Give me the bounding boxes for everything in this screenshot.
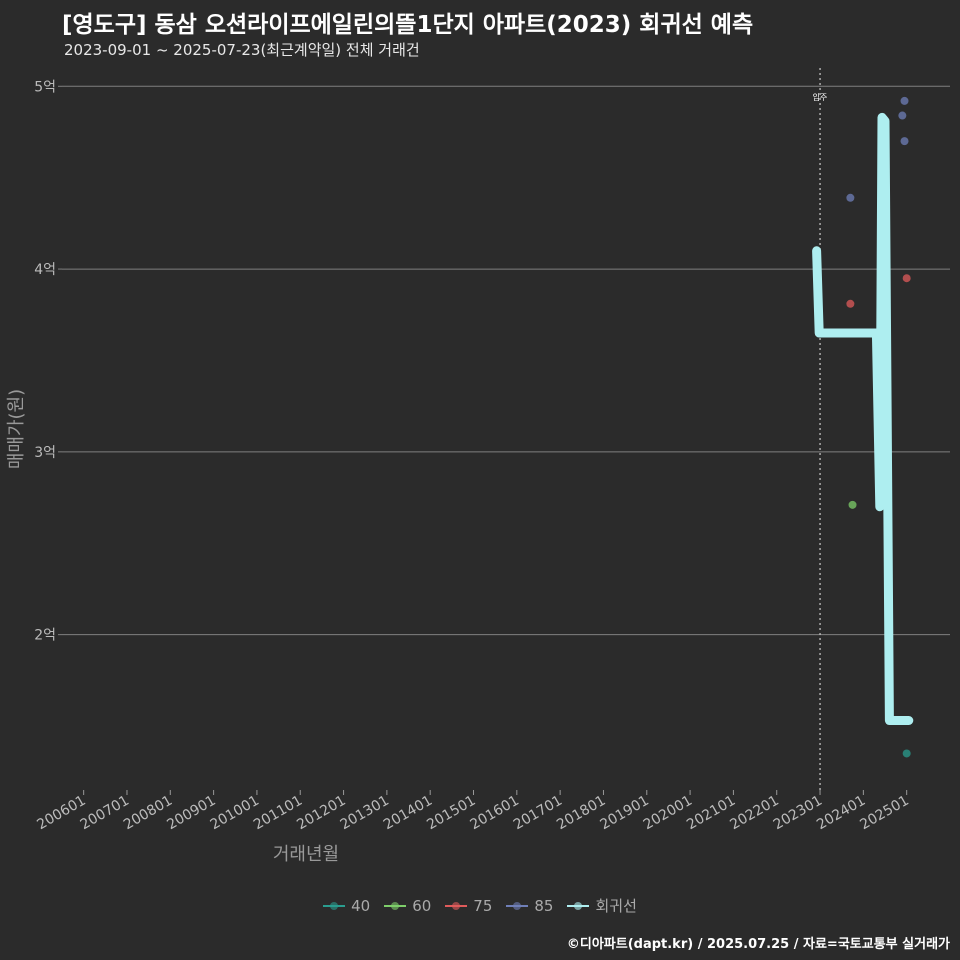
chart-title: [영도구] 동삼 오션라이프에일린의뜰1단지 아파트(2023) 회귀선 예측: [62, 12, 754, 38]
legend-item-60: 60: [384, 897, 431, 915]
legend-label-regression: 회귀선: [595, 897, 637, 915]
legend-item-85: 85: [506, 897, 553, 915]
data-point-75: [902, 274, 911, 283]
y-tick-label: 3억: [34, 445, 56, 461]
x-tick-label: 201001: [208, 793, 262, 834]
data-point-85: [900, 96, 909, 105]
legend-label-75: 75: [473, 896, 493, 915]
source-footer: ©디아파트(dapt.kr) / 2025.07.25 / 자료=국토교통부 실…: [566, 937, 950, 952]
y-axis-title: 매매가(원): [6, 389, 27, 469]
data-point-60: [848, 500, 857, 509]
x-axis-title: 거래년월: [273, 844, 339, 865]
legend-key-75: [445, 900, 468, 912]
x-tick-label: 202301: [771, 793, 825, 834]
data-point-85: [846, 193, 855, 202]
y-tick-label: 5억: [34, 79, 56, 95]
legend-item-40: 40: [323, 897, 370, 915]
y-tick-label: 4억: [34, 262, 56, 278]
data-point-85: [898, 111, 907, 120]
x-tick-label: 201601: [468, 793, 522, 834]
x-tick-label: 201301: [338, 793, 392, 834]
legend-item-regression: 회귀선: [567, 895, 637, 916]
x-tick-label: 202001: [641, 793, 695, 834]
legend-item-75: 75: [445, 897, 492, 915]
legend: 40 60 75 85 회귀선: [0, 895, 960, 916]
move-in-label: 입주: [813, 93, 828, 102]
legend-label-60: 60: [412, 896, 432, 915]
x-tick-label: 200801: [121, 793, 175, 834]
y-tick-label: 2억: [34, 628, 56, 644]
data-point-40: [902, 749, 911, 758]
x-tick-label: 201501: [424, 793, 478, 834]
data-point-85: [900, 137, 909, 146]
legend-key-40: [323, 900, 346, 912]
x-tick-label: 200701: [78, 793, 132, 834]
data-point-75: [846, 299, 855, 308]
x-tick-label: 201701: [511, 793, 565, 834]
x-tick-label: 201901: [597, 793, 651, 834]
legend-key-regression: [567, 900, 590, 912]
legend-label-40: 40: [351, 896, 371, 915]
x-tick-label: 201101: [251, 793, 305, 834]
regression-line: [812, 112, 914, 725]
x-tick-label: 201201: [294, 793, 348, 834]
x-tick-label: 201401: [381, 793, 435, 834]
legend-label-85: 85: [534, 896, 554, 915]
x-tick-label: 202501: [857, 793, 911, 834]
legend-key-60: [384, 900, 407, 912]
x-tick-label: 201801: [554, 793, 608, 834]
x-tick-label: 200601: [34, 793, 88, 834]
x-tick-label: 202101: [684, 793, 738, 834]
x-tick-label: 202201: [727, 793, 781, 834]
legend-key-85: [506, 900, 529, 912]
chart-subtitle: 2023-09-01 ~ 2025-07-23(최근계약일) 전체 거래건: [64, 41, 420, 59]
x-tick-label: 202401: [814, 793, 868, 834]
x-tick-label: 200901: [164, 793, 218, 834]
